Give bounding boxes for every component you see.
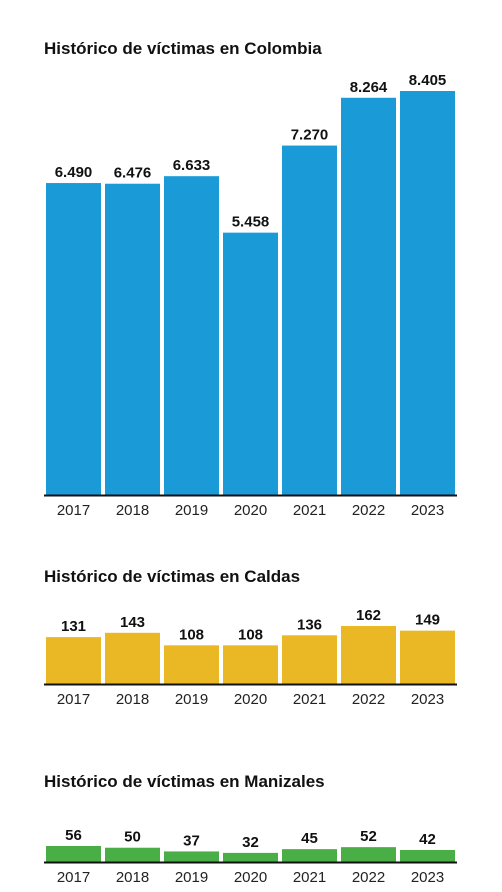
x-tick-label: 2017 (57, 691, 90, 708)
bar-2019 (164, 851, 219, 862)
bar-2020 (223, 852, 278, 862)
bar-2017 (46, 846, 101, 862)
chart-manizales: Histórico de víctimas en Manizales 56 2017… (44, 772, 457, 886)
bar-2019 (164, 176, 219, 495)
bar-2023 (400, 630, 455, 684)
x-tick-label: 2019 (175, 869, 208, 886)
x-tick-label: 2021 (293, 869, 326, 886)
chart-title: Histórico de víctimas en Caldas (44, 567, 300, 586)
data-label: 37 (183, 832, 200, 849)
data-label: 6.633 (173, 157, 211, 174)
x-tick-label: 2023 (411, 691, 444, 708)
bar-2018 (105, 847, 160, 862)
data-label: 42 (419, 831, 436, 848)
x-tick-label: 2019 (175, 502, 208, 519)
x-tick-label: 2018 (116, 691, 149, 708)
bar-2017 (46, 637, 101, 684)
bar-2023 (400, 850, 455, 862)
x-tick-label: 2017 (57, 502, 90, 519)
x-tick-label: 2020 (234, 691, 267, 708)
data-label: 8.405 (409, 72, 447, 89)
bar-2018 (105, 183, 160, 495)
data-label: 6.490 (55, 164, 93, 181)
bar-2022 (341, 626, 396, 684)
bar-2018 (105, 632, 160, 684)
data-label: 108 (179, 626, 204, 643)
bar-2020 (223, 645, 278, 684)
x-tick-label: 2020 (234, 869, 267, 886)
x-tick-label: 2021 (293, 691, 326, 708)
x-tick-label: 2022 (352, 869, 385, 886)
chart-colombia: Histórico de víctimas en Colombia 6.490 20… (44, 39, 457, 519)
bar-2019 (164, 645, 219, 684)
bar-2021 (282, 145, 337, 496)
data-label: 8.264 (350, 79, 388, 96)
x-tick-label: 2020 (234, 502, 267, 519)
bar-2022 (341, 97, 396, 495)
data-label: 5.458 (232, 214, 270, 231)
bar-2021 (282, 849, 337, 862)
x-tick-label: 2023 (411, 502, 444, 519)
data-label: 143 (120, 614, 145, 631)
data-label: 32 (242, 834, 259, 851)
x-tick-label: 2022 (352, 502, 385, 519)
x-tick-label: 2021 (293, 502, 326, 519)
data-label: 7.270 (291, 127, 329, 144)
bar-2020 (223, 232, 278, 495)
bar-2023 (400, 91, 455, 495)
data-label: 6.476 (114, 165, 152, 182)
chart-caldas: Histórico de víctimas en Caldas 131 2017 14… (44, 567, 457, 708)
data-label: 136 (297, 616, 322, 633)
data-label: 50 (124, 829, 141, 846)
x-tick-label: 2023 (411, 869, 444, 886)
data-label: 162 (356, 607, 381, 624)
bar-2022 (341, 847, 396, 862)
chart-title: Histórico de víctimas en Manizales (44, 772, 325, 791)
chart-title: Histórico de víctimas en Colombia (44, 39, 322, 58)
bar-2017 (46, 183, 101, 495)
x-tick-label: 2022 (352, 691, 385, 708)
x-tick-label: 2017 (57, 869, 90, 886)
data-label: 52 (360, 828, 377, 845)
x-tick-label: 2019 (175, 691, 208, 708)
data-label: 56 (65, 827, 82, 844)
data-label: 45 (301, 830, 318, 847)
data-label: 108 (238, 626, 263, 643)
bar-2021 (282, 635, 337, 684)
data-label: 131 (61, 618, 86, 635)
x-tick-label: 2018 (116, 502, 149, 519)
x-tick-label: 2018 (116, 869, 149, 886)
data-label: 149 (415, 612, 440, 629)
